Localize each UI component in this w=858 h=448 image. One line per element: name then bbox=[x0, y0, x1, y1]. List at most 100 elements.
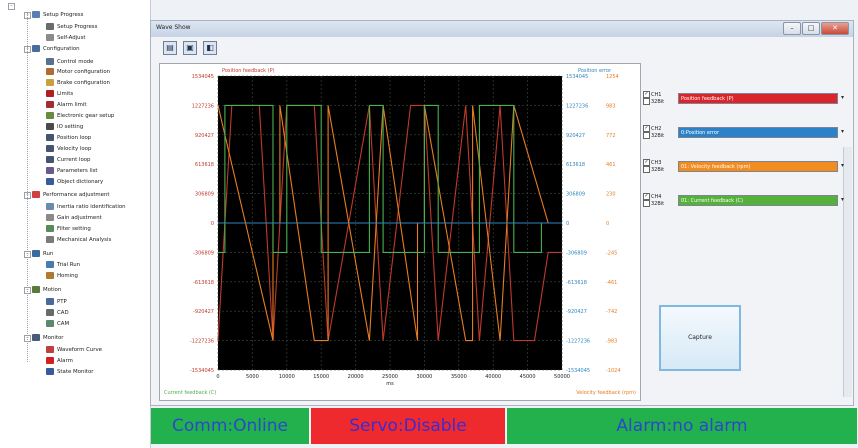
bit-width-label: 32Bit bbox=[651, 133, 665, 139]
tree-item[interactable]: CAM bbox=[46, 319, 69, 328]
x-tick-label: 0 bbox=[216, 374, 219, 380]
tree-item[interactable]: Setup Progress bbox=[46, 22, 97, 31]
tree-item[interactable]: Velocity loop bbox=[46, 144, 91, 153]
tree-item[interactable]: State Monitor bbox=[46, 367, 93, 376]
tree-item-icon bbox=[46, 167, 54, 174]
velocity-feedback-label: Velocity feedback (rpm) bbox=[576, 390, 636, 396]
tree-item-label: PTP bbox=[57, 298, 67, 305]
y-tick-label-right: -306809 bbox=[566, 250, 587, 256]
checkbox-icon[interactable]: ✓ bbox=[643, 125, 650, 132]
tree-item[interactable]: Brake configuration bbox=[46, 78, 110, 87]
tree-item-icon bbox=[46, 320, 54, 327]
tree-item[interactable]: Homing bbox=[46, 271, 78, 280]
comm-status: Comm:Online bbox=[151, 408, 309, 444]
window-titlebar[interactable]: Wave Show – □ ✕ bbox=[151, 21, 853, 37]
y-tick-label-right: 920427 bbox=[566, 133, 585, 139]
checkbox-icon[interactable] bbox=[643, 132, 650, 139]
tree-item[interactable]: Trial Run bbox=[46, 260, 80, 269]
wave-show-window: Wave Show – □ ✕ ▤ ▣ ◧ 1534045 1227236 9204… bbox=[150, 20, 854, 406]
tree-item-label: Current loop bbox=[57, 156, 91, 163]
tree-item[interactable]: Alarm limit bbox=[46, 100, 86, 109]
tree-item[interactable]: Waveform Curve bbox=[46, 345, 102, 354]
tree-item-label: Gain adjustment bbox=[57, 214, 102, 221]
tree-item-label: Position loop bbox=[57, 134, 92, 141]
tree-item[interactable]: Inertia ratio identification bbox=[46, 202, 126, 211]
save-icon[interactable]: ▣ bbox=[183, 41, 197, 55]
tree-item[interactable]: PTP bbox=[46, 297, 67, 306]
tree-item[interactable]: Filter setting bbox=[46, 224, 91, 233]
channel-3-toggle[interactable]: ✓ CH3 32Bit bbox=[643, 159, 664, 173]
tree-item[interactable]: Electronic gear setup bbox=[46, 111, 114, 120]
tree-item-icon bbox=[46, 23, 54, 30]
checkbox-icon[interactable]: ✓ bbox=[643, 91, 650, 98]
tree-item[interactable]: CAD bbox=[46, 308, 69, 317]
tree-item[interactable]: Run bbox=[32, 249, 53, 258]
channel-2-select[interactable]: 0:Position error bbox=[678, 127, 838, 138]
y-tick-label-right-velocity: -461 bbox=[606, 280, 617, 286]
channel-1-toggle[interactable]: ✓ CH1 32Bit bbox=[643, 91, 664, 105]
tree-item-icon bbox=[32, 334, 40, 341]
tree-item[interactable]: Configuration bbox=[32, 44, 80, 53]
checkbox-icon[interactable] bbox=[643, 166, 650, 173]
channel-4-toggle[interactable]: ✓ CH4 32Bit bbox=[643, 193, 664, 207]
channel-scrollbar[interactable] bbox=[843, 147, 852, 397]
tree-item-label: Performance adjustment bbox=[43, 191, 110, 198]
tree-item[interactable]: Alarm bbox=[46, 356, 73, 365]
tree-item[interactable]: Monitor bbox=[32, 333, 64, 342]
open-icon[interactable]: ▤ bbox=[163, 41, 177, 55]
tree-item[interactable]: Control mode bbox=[46, 57, 94, 66]
y-tick-label-left: -1534045 bbox=[190, 368, 214, 374]
y-tick-label-right-velocity: -983 bbox=[606, 339, 617, 345]
tree-item[interactable]: Self-Adjust bbox=[46, 33, 86, 42]
checkbox-icon[interactable] bbox=[643, 98, 650, 105]
tree-item[interactable]: Gain adjustment bbox=[46, 213, 102, 222]
tree-item[interactable]: IO setting bbox=[46, 122, 83, 131]
channel-1-select[interactable]: Position feedback (P) bbox=[678, 93, 838, 104]
capture-button[interactable]: Capture bbox=[659, 305, 741, 371]
maximize-button[interactable]: □ bbox=[802, 22, 820, 35]
tree-item[interactable]: Setup Progress bbox=[32, 10, 83, 19]
minimize-button[interactable]: – bbox=[783, 22, 801, 35]
tree-item[interactable]: Performance adjustment bbox=[32, 190, 110, 199]
channel-4-select[interactable]: 01: Current feedback (C) bbox=[678, 195, 838, 206]
tree-item-icon bbox=[46, 123, 54, 130]
tree-item-label: Parameters list bbox=[57, 167, 98, 174]
tree-item[interactable]: Parameters list bbox=[46, 166, 98, 175]
tree-item-icon bbox=[46, 34, 54, 41]
chevron-down-icon[interactable]: ▾ bbox=[841, 196, 845, 203]
tree-item[interactable]: Motion bbox=[32, 285, 61, 294]
chevron-down-icon[interactable]: ▾ bbox=[841, 162, 845, 169]
close-button[interactable]: ✕ bbox=[821, 22, 849, 35]
x-tick-label: 50000 bbox=[554, 374, 570, 380]
tree-item-label: Alarm limit bbox=[57, 101, 87, 108]
tree-item-label: Limits bbox=[57, 90, 74, 97]
tree-item-label: Object dictionary bbox=[57, 178, 104, 185]
tree-item-label: CAD bbox=[57, 309, 69, 316]
tree-item[interactable]: Current loop bbox=[46, 155, 90, 164]
y-tick-label-right-velocity: 461 bbox=[606, 162, 616, 168]
tree-item[interactable]: Position loop bbox=[46, 133, 91, 142]
export-icon[interactable]: ◧ bbox=[203, 41, 217, 55]
y-tick-label-right-velocity: 983 bbox=[606, 103, 616, 109]
chevron-down-icon[interactable]: ▾ bbox=[841, 128, 845, 135]
checkbox-icon[interactable]: ✓ bbox=[643, 193, 650, 200]
x-tick-label: 5000 bbox=[246, 374, 259, 380]
tree-item-icon bbox=[46, 134, 54, 141]
channel-3-select[interactable]: 01: Velocity feedback (rpm) bbox=[678, 161, 838, 172]
tree-item[interactable]: Mechanical Analysis bbox=[46, 235, 111, 244]
tree-item[interactable]: Limits bbox=[46, 89, 73, 98]
tree-item-label: Motor configuration bbox=[57, 68, 111, 75]
checkbox-icon[interactable] bbox=[643, 200, 650, 207]
channel-2-toggle[interactable]: ✓ CH2 32Bit bbox=[643, 125, 664, 139]
tree-item-label: Control mode bbox=[57, 58, 94, 65]
tree-item-icon bbox=[46, 214, 54, 221]
y-tick-label-right: -920427 bbox=[566, 309, 587, 315]
y-tick-label-left: 1534045 bbox=[192, 74, 214, 80]
tree-item[interactable]: Object dictionary bbox=[46, 177, 103, 186]
chevron-down-icon[interactable]: ▾ bbox=[841, 94, 845, 101]
checkbox-icon[interactable]: ✓ bbox=[643, 159, 650, 166]
tree-item-label: Run bbox=[43, 250, 54, 257]
x-tick-label: 35000 bbox=[451, 374, 467, 380]
tree-item[interactable]: Motor configuration bbox=[46, 67, 110, 76]
root-expand-icon[interactable]: – bbox=[8, 3, 15, 10]
